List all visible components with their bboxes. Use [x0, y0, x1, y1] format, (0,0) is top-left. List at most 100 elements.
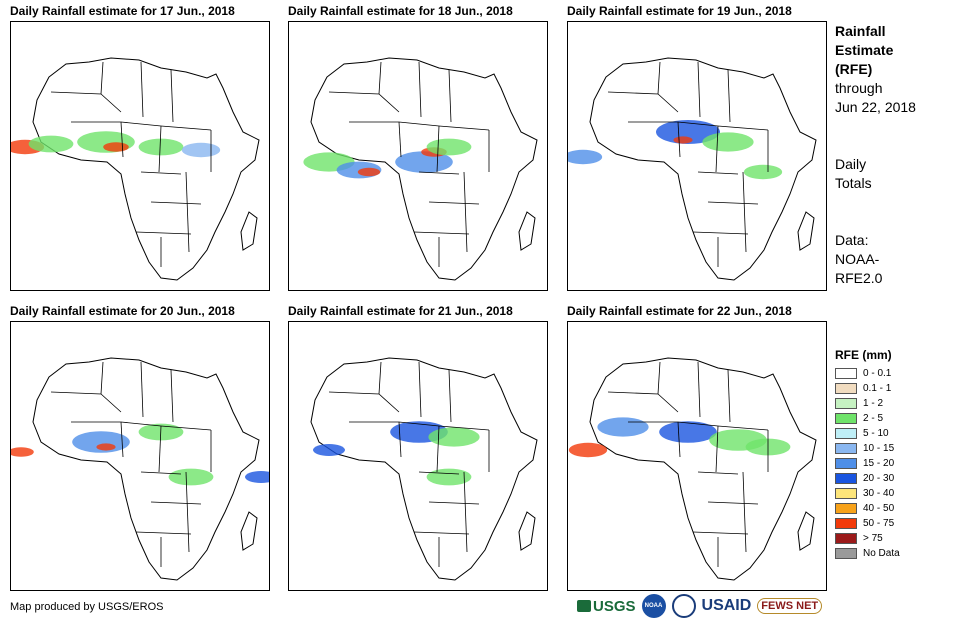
rainfall-map	[10, 321, 270, 591]
rainfall-area	[673, 136, 693, 144]
legend-label: 5 - 10	[863, 428, 889, 439]
africa-outline	[310, 357, 538, 581]
country-border	[158, 125, 162, 173]
legend-item: 0.1 - 1	[835, 381, 960, 396]
rainfall-map	[288, 321, 548, 591]
legend-label: 0 - 0.1	[863, 368, 892, 379]
side-data-1: Data:	[835, 232, 869, 248]
legend-swatch	[835, 458, 857, 469]
legend-swatch	[835, 473, 857, 484]
panel-title: Daily Rainfall estimate for 22 Jun., 201…	[567, 304, 792, 318]
country-border	[697, 171, 739, 175]
country-border	[170, 369, 174, 423]
rainfall-area	[168, 468, 214, 486]
country-border	[428, 201, 480, 205]
legend: RFE (mm) 0 - 0.1 0.1 - 1 1 - 2 2 - 5 5 - 10 1…	[835, 348, 960, 561]
country-border	[349, 121, 490, 131]
legend-swatch	[835, 503, 857, 514]
country-border	[378, 61, 382, 95]
rainfall-area	[357, 167, 381, 177]
country-border	[628, 421, 769, 431]
rainfall-area	[245, 471, 269, 483]
country-border	[418, 471, 460, 475]
legend-swatch	[835, 428, 857, 439]
country-border	[715, 425, 719, 473]
country-border	[140, 61, 144, 118]
rainfall-map	[567, 21, 827, 291]
country-border	[657, 61, 661, 95]
rainfall-area	[597, 417, 649, 437]
country-border	[378, 361, 382, 395]
legend-item: 20 - 30	[835, 471, 960, 486]
legend-item: 10 - 15	[835, 441, 960, 456]
legend-item: > 75	[835, 531, 960, 546]
country-border	[120, 121, 124, 158]
rainfall-area	[96, 443, 116, 451]
africa-map-svg	[310, 357, 538, 581]
country-border	[413, 531, 470, 535]
africa-outline	[32, 57, 260, 281]
legend-label: 30 - 40	[863, 488, 895, 499]
country-border	[120, 421, 124, 458]
legend-swatch	[835, 533, 857, 544]
side-daily-1: Daily	[835, 156, 867, 172]
country-border	[349, 421, 490, 431]
legend-title: RFE (mm)	[835, 348, 892, 362]
rainfall-area	[395, 151, 453, 173]
side-title-1: Rainfall	[835, 23, 886, 39]
country-border	[692, 231, 749, 235]
legend-swatch	[835, 368, 857, 379]
country-border	[657, 361, 661, 395]
country-border	[170, 69, 174, 123]
country-border	[727, 69, 731, 123]
legend-label: No Data	[863, 548, 900, 559]
rainfall-map	[10, 21, 270, 291]
rainfall-area	[743, 164, 783, 180]
legend-label: 15 - 20	[863, 458, 895, 469]
legend-label: 20 - 30	[863, 473, 895, 484]
legend-label: 50 - 75	[863, 518, 895, 529]
usgs-logo: USGS	[577, 598, 636, 615]
panel-title: Daily Rainfall estimate for 19 Jun., 201…	[567, 4, 792, 18]
country-border	[413, 231, 470, 235]
rainfall-area	[568, 149, 603, 165]
country-border	[697, 471, 739, 475]
legend-item: 0 - 0.1	[835, 366, 960, 381]
africa-map-svg	[568, 357, 817, 581]
country-border	[463, 471, 468, 553]
legend-item: 40 - 50	[835, 501, 960, 516]
country-border	[135, 231, 192, 235]
country-border	[428, 501, 480, 505]
side-daily-2: Totals	[835, 175, 872, 191]
legend-label: 2 - 5	[863, 413, 884, 424]
usaid-seal-icon	[671, 594, 696, 618]
madagascar-outline	[797, 211, 815, 251]
country-border	[707, 201, 759, 205]
panel-title: Daily Rainfall estimate for 18 Jun., 201…	[288, 4, 513, 18]
legend-item: 2 - 5	[835, 411, 960, 426]
legend-swatch	[835, 443, 857, 454]
rainfall-area	[659, 421, 717, 443]
country-border	[185, 171, 190, 253]
country-border	[100, 61, 104, 95]
country-border	[448, 69, 452, 123]
rainfall-area	[181, 142, 221, 158]
africa-map-svg	[11, 57, 260, 281]
madagascar-outline	[797, 511, 815, 551]
country-border	[150, 501, 202, 505]
africa-map-svg	[303, 57, 538, 281]
legend-swatch	[835, 548, 857, 559]
legend-items: 0 - 0.1 0.1 - 1 1 - 2 2 - 5 5 - 10 10 - 15 15 …	[835, 366, 960, 561]
side-data-3: RFE2.0	[835, 270, 883, 286]
country-border	[697, 61, 701, 118]
rainfall-area	[428, 427, 480, 447]
legend-item: 30 - 40	[835, 486, 960, 501]
country-border	[71, 421, 212, 431]
africa-outline	[32, 357, 260, 581]
country-border	[158, 425, 162, 473]
logo-strip: USGS NOAA USAID FEWS NET	[577, 594, 823, 618]
country-border	[100, 361, 104, 395]
legend-swatch	[835, 413, 857, 424]
country-border	[418, 361, 422, 418]
legend-label: 10 - 15	[863, 443, 895, 454]
